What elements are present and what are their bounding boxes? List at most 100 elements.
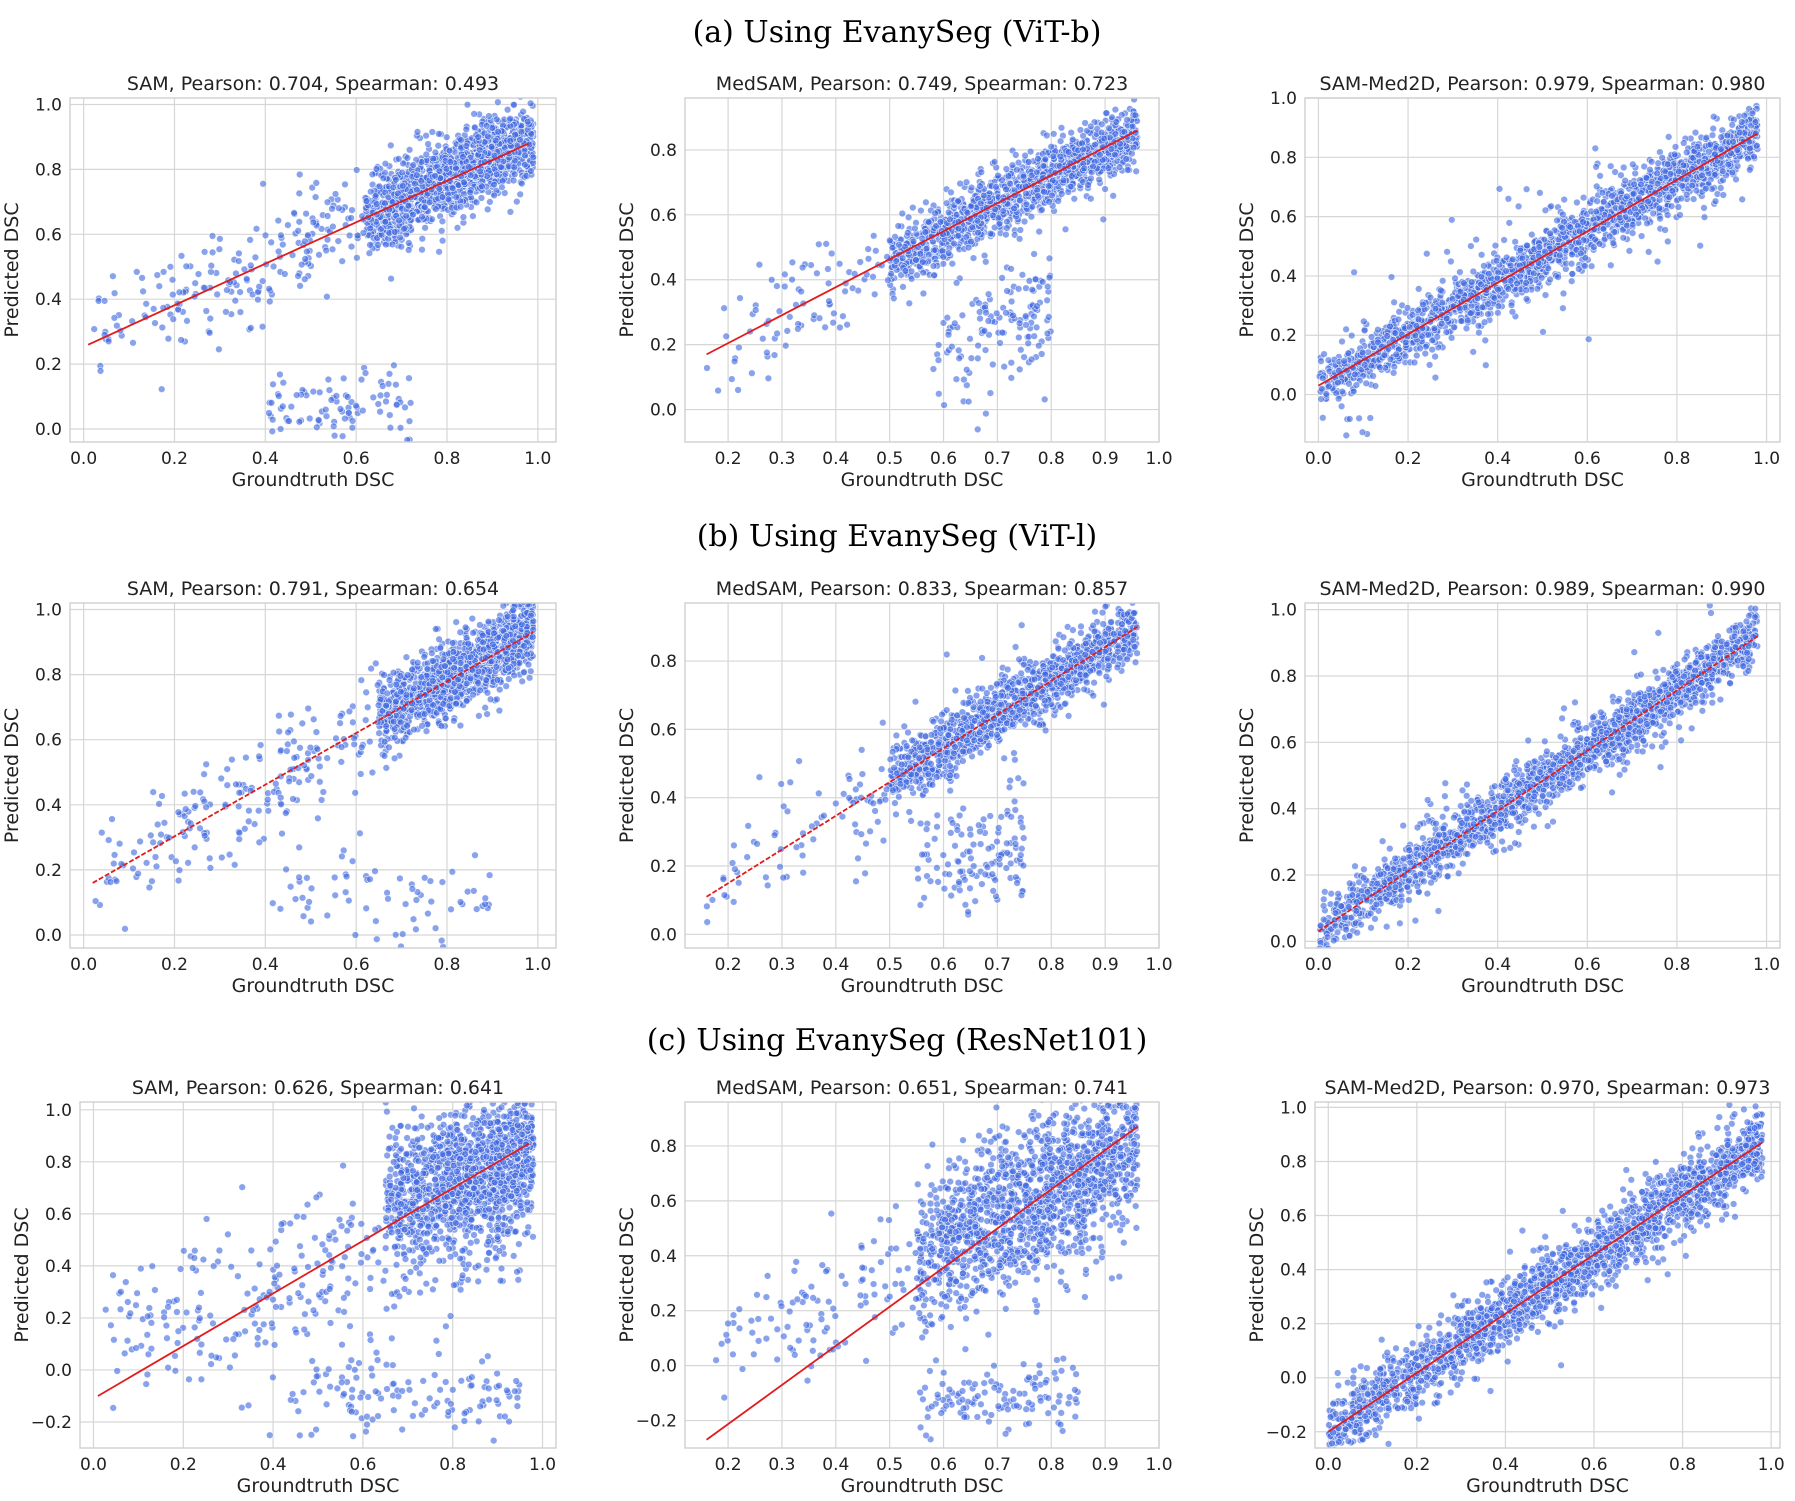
sp01-point-1306 [1079,132,1087,140]
sp00-point-1588 [295,189,303,198]
sp00-point-1470 [207,262,216,270]
sp00-point-1733 [275,392,283,400]
sp00-point-214 [438,237,447,245]
sp01-point-1176 [909,237,918,246]
sp00-point-1380 [259,277,267,285]
sp02-point-509 [1395,308,1403,316]
sp01-point-1416 [981,346,990,354]
sp01-point-798 [1115,163,1124,171]
sp00-point-1382 [438,227,446,235]
sp01-point-1247 [1043,131,1051,140]
sp00-point-1304 [503,105,512,114]
sp01-xtick-8: 1.0 [1145,449,1172,469]
sp01-point-997 [1016,196,1024,205]
sp01-point-768 [1002,185,1010,194]
sp01-point-1375 [1101,185,1109,193]
sp01-point-1469 [1040,395,1049,404]
sp00-point-1634 [169,315,177,323]
sp00-ytick-0: 0.0 [35,420,62,440]
sp01-point-593 [917,206,925,215]
sp01-point-1492 [996,339,1004,347]
sp00-xtick-3: 0.6 [343,449,370,469]
sp01-ytick-0: 0.0 [650,401,677,421]
sp00-points [90,98,537,442]
sp01-point-1423 [940,401,948,409]
sp01-point-1360 [890,294,898,303]
sp01-point-1195 [1104,164,1113,172]
sp01-point-1503 [1032,323,1041,332]
sp00-point-748 [421,224,429,232]
sp00-point-1424 [328,245,337,254]
sp01-point-1508 [976,314,984,323]
sp00-point-1206 [499,177,507,185]
sp00-point-1152 [367,188,375,196]
sp00-point-1732 [345,409,353,417]
sp01-point-1507 [1031,275,1040,283]
sp00-point-1489 [164,335,173,343]
sp01-point-729 [1132,167,1140,176]
sp01-point-1192 [924,218,933,226]
sp00-point-1519 [459,153,467,161]
sp00-point-1570 [216,235,224,243]
sp00-point-1353 [208,232,217,240]
sp02-point-1584 [1751,118,1760,126]
sp00-point-1649 [338,257,346,265]
sp00-xtick-4: 0.8 [433,449,460,469]
sp01-xtick-5: 0.7 [984,449,1011,469]
sp00-point-1427 [158,385,166,393]
sp00-point-1731 [386,424,395,432]
sp00-point-1564 [413,171,421,179]
sp01-point-1527 [1007,265,1015,273]
sp00-point-942 [471,123,479,132]
sp02-point-619 [1362,379,1370,387]
sp01-point-1536 [943,314,951,322]
sp01-point-691 [982,258,990,266]
sp00-point-1336 [424,140,432,148]
sp00-point-1508 [484,132,492,141]
sp00-point-1412 [252,225,261,233]
sp00-point-1451 [399,159,407,168]
sp01-point-1352 [1100,134,1109,143]
sp00-point-1458 [460,178,468,187]
sp00-ytick-5: 1.0 [35,95,62,115]
sp01-point-1307 [1080,164,1089,173]
sp01-point-1132 [1111,150,1119,159]
sp01-point-1226 [1084,181,1092,189]
sp01-xtick-6: 0.8 [1038,449,1065,469]
sp01-point-1279 [788,258,797,267]
subplot-a-medsam: 0.2 0.3 0.4 0.5 0.6 0.7 0.8 0.9 1.00.00.20.40.60… [616,73,1173,491]
sp00-point-1373 [251,253,260,262]
sp00-point-1641 [478,182,486,191]
sp01-point-1102 [1112,118,1121,126]
sp01-point-1030 [1014,159,1023,167]
sp01-point-1445 [974,354,982,363]
sp00-point-1402 [142,300,150,308]
sp02-point-1458 [1728,168,1737,177]
sp00-point-1517 [476,146,484,154]
sp01-point-1385 [1089,162,1097,171]
sp00-point-1362 [323,198,332,206]
sp01-point-1131 [919,258,927,266]
sp01-point-1246 [780,282,789,291]
sp01-point-1193 [1096,151,1104,159]
sp02-point-1495 [1619,163,1628,172]
sp02-point-794 [1349,387,1358,396]
sp01-point-1424 [986,389,995,397]
sp01-point-1243 [829,319,837,327]
sp00-point-1522 [151,319,159,327]
sp00-point-1240 [399,182,407,190]
sp01-point-48 [969,254,978,262]
row-title-a: (a) Using EvanySeg (ViT-b) [693,15,1102,50]
sp01-point-1065 [1006,180,1014,188]
sp01-point-1291 [1087,195,1095,203]
sp02-point-1572 [1345,380,1353,388]
sp01-point-1211 [807,261,815,269]
sp00-point-1646 [265,285,273,293]
sp01-point-1092 [887,270,895,278]
sp00-point-1620 [405,239,413,247]
sp01-ytick-4: 0.8 [650,141,677,161]
sp00-point-1632 [206,329,214,337]
sp01-point-1460 [1002,309,1010,317]
sp01-point-1233 [1056,152,1065,161]
sp01-point-1348 [794,325,802,333]
